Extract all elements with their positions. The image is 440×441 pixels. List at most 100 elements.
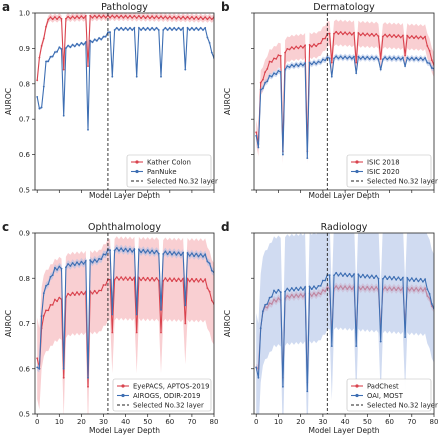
series-1-point-47 <box>359 58 362 60</box>
panel-label: a <box>2 0 10 14</box>
series-0-point-76 <box>424 35 426 38</box>
series-0-point-73 <box>417 37 420 40</box>
series-1-point-64 <box>177 251 180 254</box>
series-1-point-53 <box>153 29 156 31</box>
series-0-point-38 <box>339 31 342 33</box>
series-1-point-0 <box>255 366 258 369</box>
series-1-point-11 <box>279 71 282 73</box>
series-1-point-22 <box>304 286 306 288</box>
series-1-point-79 <box>210 51 213 54</box>
series-1-point-50 <box>366 56 369 58</box>
series-1-point-55 <box>157 29 160 31</box>
series-1-point-61 <box>171 29 173 31</box>
series-band-0 <box>37 236 214 414</box>
series-0-point-41 <box>126 279 129 281</box>
legend-marker-0 <box>355 384 359 388</box>
series-0-point-29 <box>319 42 322 45</box>
series-0-point-20 <box>299 45 302 47</box>
series-0-point-49 <box>144 279 147 282</box>
x-tick-label: 60 <box>385 418 394 426</box>
series-1-point-56 <box>160 309 162 311</box>
series-1-point-49 <box>144 29 147 31</box>
y-tick-label: 0.6 <box>19 365 31 373</box>
series-1-point-5 <box>266 80 269 83</box>
x-tick-label: 0 <box>254 418 258 426</box>
series-0-point-53 <box>373 35 375 37</box>
series-1-point-35 <box>113 249 116 252</box>
series-0-point-73 <box>197 18 200 20</box>
series-0-point-28 <box>317 42 320 45</box>
series-1-point-7 <box>270 295 273 298</box>
legend-marker-1 <box>121 393 125 398</box>
series-1-point-12 <box>282 385 284 388</box>
series-1-point-19 <box>297 289 300 292</box>
series-0-point-66 <box>182 277 185 280</box>
series-0-point-34 <box>111 14 114 17</box>
series-0-point-27 <box>96 16 98 19</box>
x-tick-label: 20 <box>296 418 305 426</box>
series-1-point-45 <box>135 313 138 316</box>
y-axis-label: AUROC <box>4 310 13 337</box>
series-1-point-16 <box>71 43 74 46</box>
series-0-point-77 <box>206 18 209 21</box>
series-1-point-39 <box>342 275 344 277</box>
series-0-point-74 <box>419 35 422 38</box>
series-0-point-78 <box>428 50 431 52</box>
series-1-point-36 <box>115 247 118 249</box>
series-1-point-72 <box>195 27 198 29</box>
series-1-point-55 <box>377 58 380 61</box>
series-0-point-14 <box>67 15 69 18</box>
series-1-point-2 <box>40 315 43 317</box>
series-0-point-63 <box>175 280 178 283</box>
legend-entry-0: ISIC 2018 <box>367 158 400 166</box>
legend-marker-0 <box>355 160 359 164</box>
series-1-point-43 <box>350 57 353 60</box>
series-1-point-13 <box>65 47 67 49</box>
series-1-point-44 <box>133 27 136 29</box>
series-1-point-77 <box>426 61 429 64</box>
x-tick-label: 20 <box>77 418 86 426</box>
series-1-point-79 <box>210 269 213 272</box>
series-1-point-33 <box>109 31 111 34</box>
series-0-point-6 <box>49 16 52 19</box>
series-1-point-50 <box>146 249 149 252</box>
legend-entry-selected: Selected No.32 layer <box>367 401 438 409</box>
series-1-point-31 <box>324 279 326 282</box>
series-1-point-52 <box>370 274 373 277</box>
series-1-point-74 <box>419 57 422 59</box>
series-1-point-13 <box>284 68 286 71</box>
series-1-point-8 <box>273 289 275 292</box>
series-1-point-15 <box>69 46 72 49</box>
x-tick-label: 50 <box>363 418 372 426</box>
series-1-point-30 <box>102 253 105 256</box>
series-0-point-41 <box>126 17 129 19</box>
series-1-point-10 <box>58 265 61 268</box>
series-1-point-26 <box>93 258 96 261</box>
series-1-point-76 <box>424 57 426 59</box>
series-1-point-6 <box>268 74 271 77</box>
series-1-point-26 <box>93 38 96 41</box>
series-1-point-9 <box>275 292 278 294</box>
series-0-point-18 <box>76 291 78 294</box>
series-1-point-28 <box>98 37 100 39</box>
y-axis-label: AUROC <box>4 88 13 115</box>
series-1-point-2 <box>259 88 262 91</box>
series-0-point-8 <box>54 16 56 18</box>
series-0-point-4 <box>264 71 266 73</box>
series-0-point-6 <box>49 304 52 306</box>
series-0-point-9 <box>275 58 278 60</box>
series-1-point-70 <box>191 252 193 255</box>
series-0-point-34 <box>330 61 333 64</box>
series-1-point-52 <box>370 56 373 58</box>
series-1-point-42 <box>129 27 131 29</box>
series-0-point-74 <box>199 16 202 18</box>
series-1-point-43 <box>350 275 353 278</box>
series-1-point-35 <box>333 57 335 60</box>
series-0-point-2 <box>259 81 262 84</box>
series-1-point-30 <box>322 279 324 282</box>
series-1-point-25 <box>310 63 313 66</box>
series-1-point-10 <box>277 288 280 291</box>
legend-box <box>126 154 212 188</box>
series-0-point-15 <box>69 294 72 297</box>
